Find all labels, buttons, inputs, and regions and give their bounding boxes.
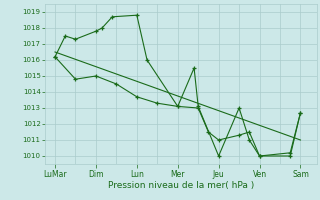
X-axis label: Pression niveau de la mer( hPa ): Pression niveau de la mer( hPa ) [108,181,254,190]
